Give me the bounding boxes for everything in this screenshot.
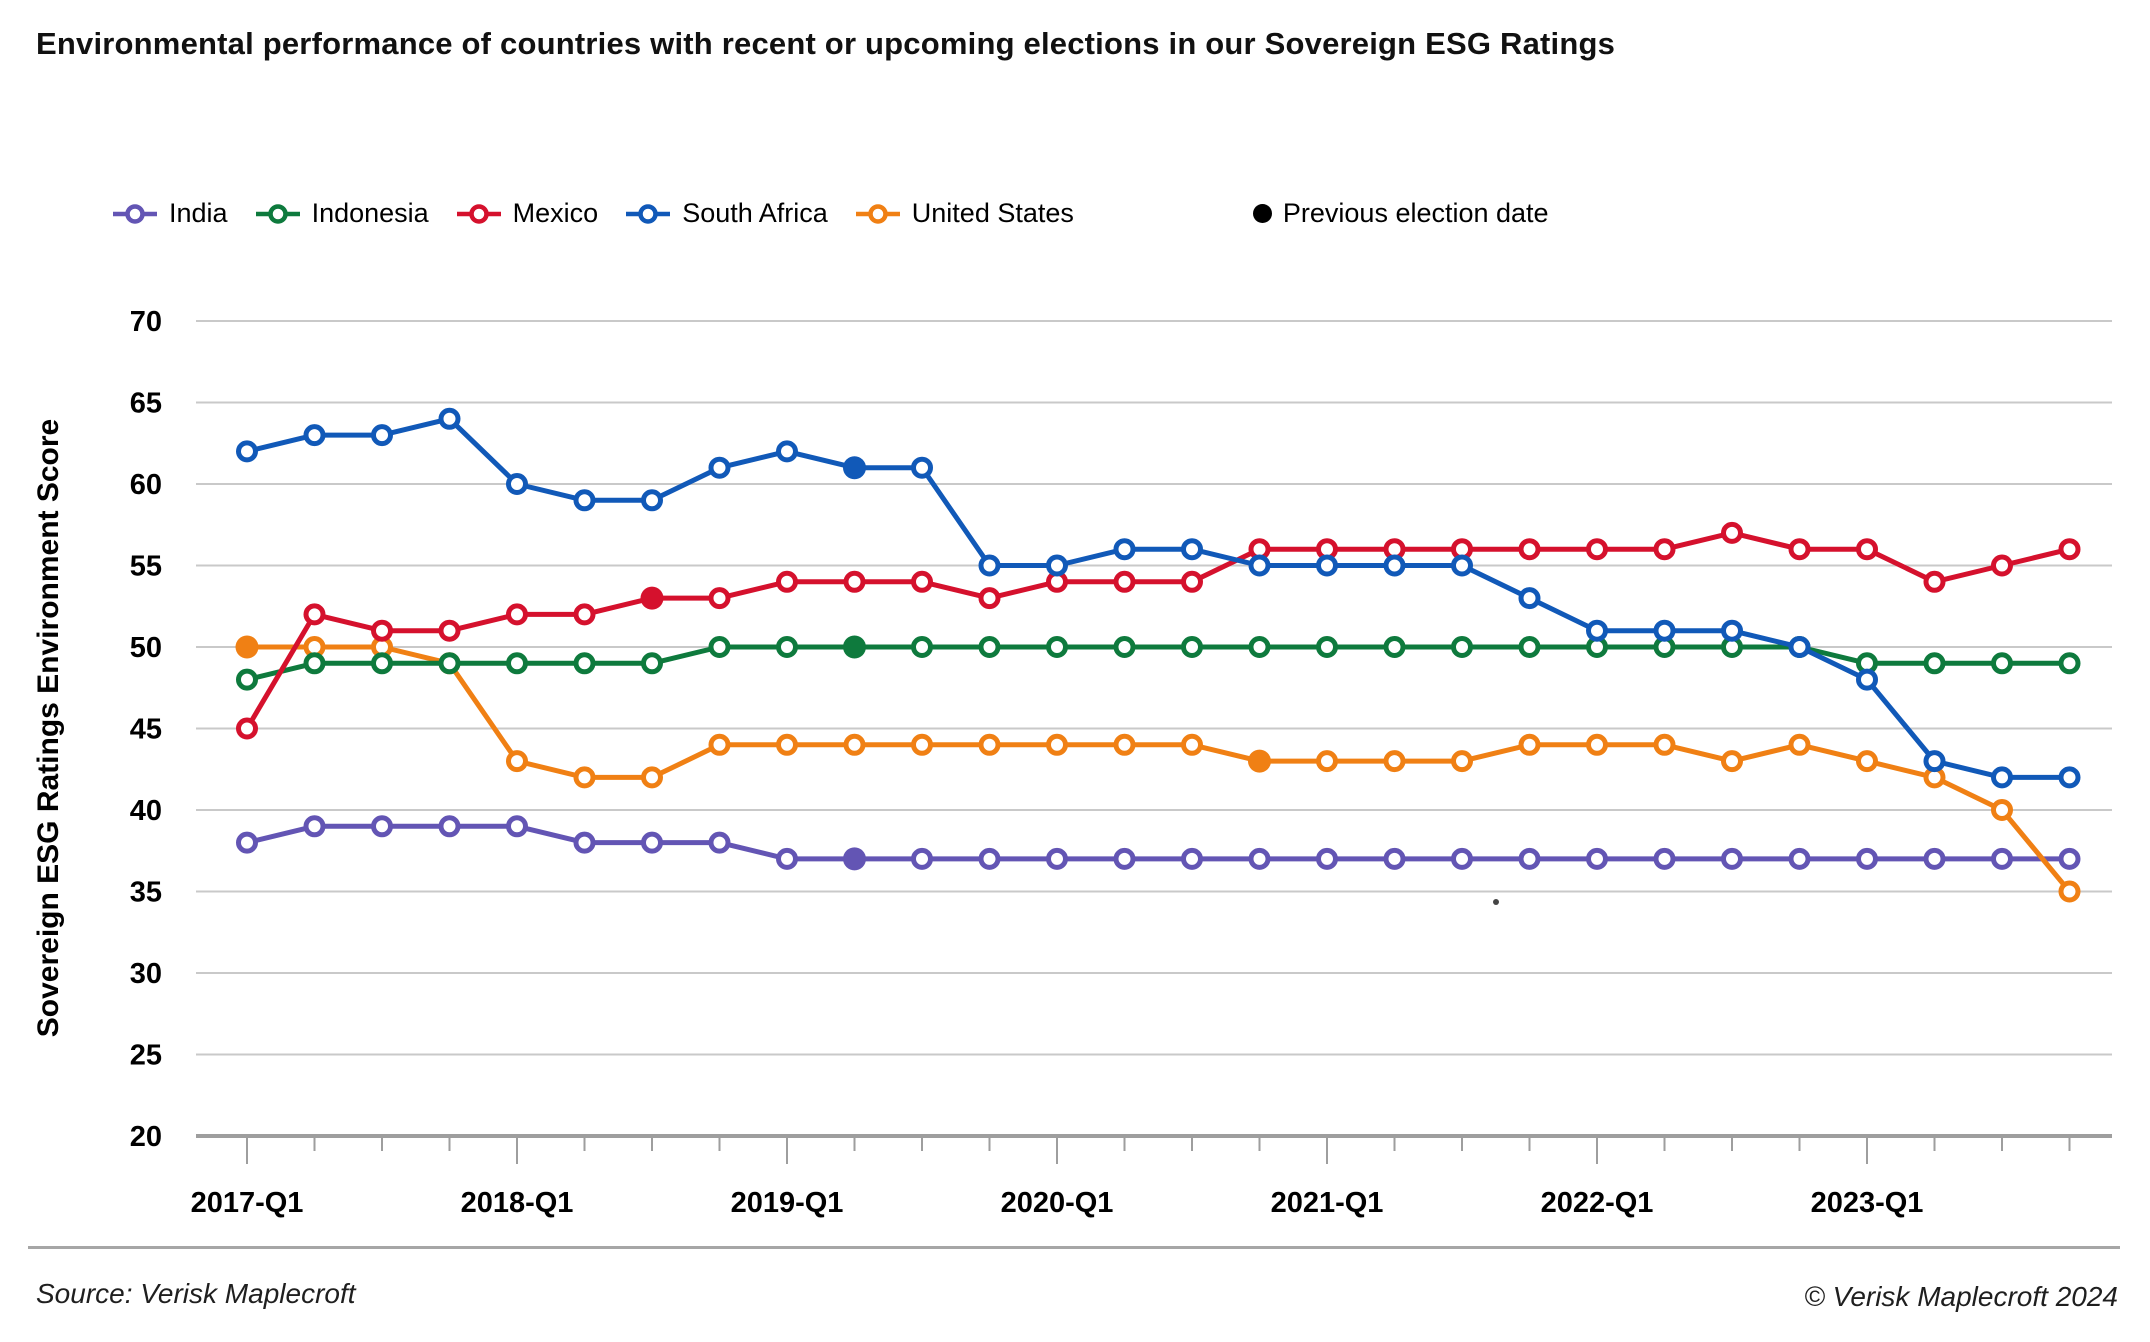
svg-text:2022-Q1: 2022-Q1 (1541, 1187, 1654, 1219)
india-line-marker-icon (113, 203, 157, 224)
svg-text:2018-Q1: 2018-Q1 (461, 1187, 574, 1219)
legend-item-mexico: Mexico (456, 198, 599, 229)
svg-text:35: 35 (130, 877, 162, 909)
legend-label-indonesia: Indonesia (311, 198, 429, 228)
svg-text:20: 20 (130, 1121, 162, 1153)
legend-label-india: India (169, 198, 228, 228)
legend-label-mexico: Mexico (512, 198, 599, 228)
axis-tick-labels: 2017-Q1 2018-Q1 2019-Q1 2020-Q1 2021-Q1 2022-… (130, 306, 1924, 1219)
svg-text:70: 70 (130, 306, 162, 338)
y-axis-title: Sovereign ESG Ratings Environment Score (32, 419, 65, 1038)
footer-source: Source: Verisk Maplecroft (36, 1278, 356, 1309)
election-marker-south-africa (843, 456, 866, 480)
previous-election-dot-icon (1252, 204, 1272, 223)
svg-text:2019-Q1: 2019-Q1 (731, 1187, 844, 1219)
mexico-line-marker-icon (456, 203, 501, 224)
legend-item-south-africa: South Africa (625, 198, 828, 229)
election-marker-united-states (1248, 749, 1271, 773)
legend-item-previous-election-date: Previous election date (1252, 198, 1549, 229)
chart-legend: India Indonesia Mexico South Africa (112, 198, 1549, 229)
election-marker-united-states (235, 635, 259, 659)
legend-label-south-africa: South Africa (682, 198, 828, 228)
svg-text:55: 55 (130, 551, 162, 583)
legend-item-united-states: United States (855, 198, 1074, 229)
footer-divider (28, 1246, 2120, 1249)
svg-text:2021-Q1: 2021-Q1 (1271, 1187, 1384, 1219)
legend-item-indonesia: Indonesia (255, 198, 429, 229)
election-marker-india (843, 847, 866, 871)
svg-text:65: 65 (130, 388, 162, 420)
election-marker-indonesia (843, 635, 866, 659)
election-marker-mexico (640, 586, 664, 610)
united-states-line-marker-icon (855, 203, 900, 224)
svg-text:60: 60 (130, 469, 162, 501)
south-africa-line-marker-icon (626, 203, 671, 224)
indonesia-line-marker-icon (255, 203, 300, 224)
svg-text:2017-Q1: 2017-Q1 (191, 1187, 304, 1219)
legend-label-previous-election-date: Previous election date (1282, 198, 1549, 228)
series-mexico (236, 521, 2081, 740)
svg-text:45: 45 (130, 714, 162, 746)
series-india (236, 815, 2081, 870)
gridlines (196, 320, 2112, 1056)
stray-mark-artifact (1493, 899, 1499, 905)
previous-election-markers (235, 456, 1271, 871)
svg-text:2020-Q1: 2020-Q1 (1001, 1187, 1114, 1219)
svg-text:50: 50 (130, 632, 162, 664)
svg-text:30: 30 (130, 958, 162, 990)
legend-item-india: India (112, 198, 228, 229)
footer-copyright: © Verisk Maplecroft 2024 (1804, 1281, 2118, 1312)
svg-text:40: 40 (130, 795, 162, 827)
page-title: Environmental performance of countries w… (36, 26, 1616, 61)
series-south-africa (236, 407, 2081, 789)
svg-text:2023-Q1: 2023-Q1 (1811, 1187, 1924, 1219)
legend-label-united-states: United States (911, 198, 1074, 228)
svg-text:25: 25 (130, 1040, 162, 1072)
axes-and-ticks (196, 1134, 2112, 1164)
